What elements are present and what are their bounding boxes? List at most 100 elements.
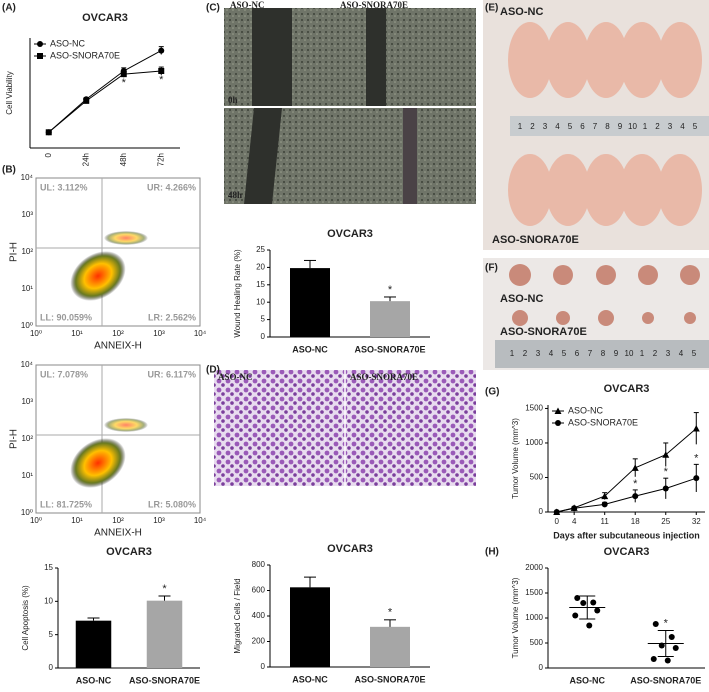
y-axis-label: Tumor Volume (mm^3) <box>511 577 520 658</box>
mouse-photo <box>483 0 709 370</box>
data-point <box>594 607 601 614</box>
y-tick-label: 1000 <box>525 438 543 447</box>
transwell-images <box>214 370 476 486</box>
ruler-number: 4 <box>680 122 685 131</box>
x-tick-label: 10¹ <box>71 329 83 338</box>
data-point <box>672 645 679 651</box>
image-label: ASO-SNORA70E <box>492 234 579 246</box>
ruler-number: 8 <box>601 349 606 358</box>
y-tick-label: 0 <box>49 663 54 672</box>
y-axis-label: Cell Apoptosis (%) <box>21 585 30 651</box>
y-tick-label: 10² <box>21 434 33 443</box>
x-tick-label: ASO-SNORA70E <box>630 675 701 685</box>
x-tick-label: 4 <box>572 517 577 526</box>
x-tick-label: 18 <box>631 517 640 526</box>
y-axis-label: Cell Viability <box>5 71 14 114</box>
wound-images <box>224 8 476 204</box>
image-label: ASO-NC <box>230 0 265 10</box>
panel-label: (C) <box>206 3 220 14</box>
line <box>556 428 697 513</box>
y-tick-label: 500 <box>530 638 544 647</box>
x-tick-label: 48h <box>119 153 128 166</box>
y-tick-label: 15 <box>44 563 53 572</box>
y-tick-label: 20 <box>256 263 265 272</box>
x-tick-label: 10⁰ <box>30 329 42 338</box>
marker <box>601 492 609 500</box>
image-label: ASO-NC <box>218 372 253 382</box>
marker <box>601 501 608 508</box>
x-tick-label: 72h <box>156 153 165 166</box>
data-point <box>650 656 657 662</box>
data-point <box>572 612 579 619</box>
marker <box>692 424 700 432</box>
bar <box>290 268 330 337</box>
y-tick-label: 1500 <box>525 404 543 413</box>
x-axis-label: ANNEIX-H <box>94 341 142 352</box>
marker <box>632 493 639 500</box>
marker <box>83 97 90 104</box>
ruler-number: 4 <box>549 349 554 358</box>
cell-density <box>104 231 148 245</box>
y-tick-label: 15 <box>256 280 265 289</box>
y-tick-label: 10⁴ <box>21 173 34 182</box>
x-tick-label: ASO-NC <box>570 675 606 685</box>
x-tick-label: ASO-NC <box>292 344 328 354</box>
image-label: ASO-NC <box>500 6 543 18</box>
marker <box>631 464 639 471</box>
data-point <box>590 599 597 606</box>
ruler-number: 6 <box>575 349 580 358</box>
ruler-number: 2 <box>655 122 660 131</box>
legend-label: ASO-SNORA70E <box>50 50 120 60</box>
y-tick-label: 10¹ <box>21 284 33 293</box>
bar <box>370 301 410 337</box>
panel-label: (H) <box>485 547 499 558</box>
ruler-number: 8 <box>605 122 610 131</box>
ruler-number: 5 <box>693 122 698 131</box>
panel-label: (A) <box>2 3 16 14</box>
ruler-number: 3 <box>543 122 548 131</box>
image-label: 0h <box>228 95 238 105</box>
y-tick-label: 400 <box>252 611 266 620</box>
flow-frame <box>35 177 201 327</box>
ruler-number: 3 <box>668 122 673 131</box>
ruler-number: 10 <box>628 122 637 131</box>
x-tick-label: 0 <box>44 152 53 157</box>
x-tick-label: 25 <box>661 517 670 526</box>
x-tick-label: 24h <box>81 153 90 166</box>
legend-label: ASO-NC <box>568 405 604 415</box>
y-axis-label: Tumor Volume (mm^3) <box>511 418 520 499</box>
bar <box>370 626 410 667</box>
y-tick-label: 1500 <box>525 588 543 597</box>
quadrant-label: UR: 6.117% <box>147 369 196 379</box>
x-tick-label: 10⁴ <box>194 329 207 338</box>
quadrant-label: LL: 90.059% <box>40 312 92 322</box>
legend-label: ASO-NC <box>50 38 86 48</box>
quadrant-label: LR: 5.080% <box>148 499 196 509</box>
ruler-number: 3 <box>536 349 541 358</box>
y-tick-label: 10³ <box>21 397 33 406</box>
y-tick-label: 800 <box>252 560 266 569</box>
panel-label: (B) <box>2 165 16 176</box>
marker <box>120 71 127 78</box>
y-tick-label: 5 <box>261 315 266 324</box>
y-tick-label: 10⁴ <box>21 360 34 369</box>
y-tick-label: 600 <box>252 586 266 595</box>
y-tick-label: 0 <box>261 332 266 341</box>
x-tick-label: 0 <box>554 517 559 526</box>
x-tick-label: 32 <box>692 517 701 526</box>
significance: * <box>694 452 699 464</box>
quadrant-label: UL: 7.078% <box>40 369 88 379</box>
panel-label: (G) <box>485 387 499 398</box>
x-tick-label: 10² <box>112 516 124 525</box>
bar <box>290 587 330 667</box>
flow-frame <box>35 364 201 514</box>
line <box>48 70 162 133</box>
y-tick-label: 10⁰ <box>21 321 33 330</box>
y-axis-label: Migrated Cells / Field <box>233 578 242 653</box>
x-axis-label: ANNEIX-H <box>94 528 142 539</box>
ruler-number: 9 <box>614 349 619 358</box>
data-point <box>574 595 581 601</box>
ruler-number: 7 <box>593 122 598 131</box>
marker <box>158 47 165 54</box>
y-tick-label: 10² <box>21 247 33 256</box>
